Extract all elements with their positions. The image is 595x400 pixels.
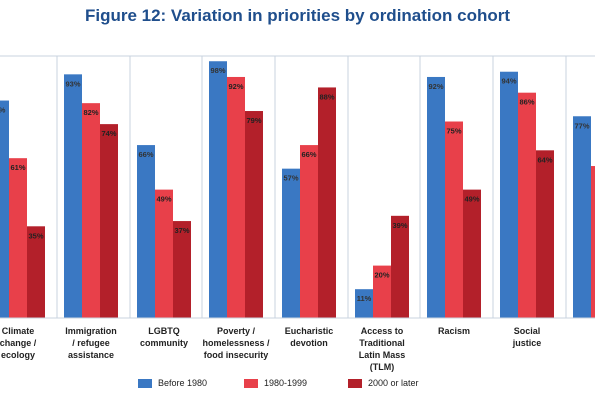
bar-1	[427, 76, 445, 319]
data-label: 75%	[446, 127, 461, 136]
data-label: 66%	[138, 150, 153, 159]
category-label: Latin Mass	[359, 350, 406, 360]
data-label: 94%	[501, 77, 516, 86]
legend-item-1980-1999: 1980-1999	[244, 378, 307, 388]
bar-1	[282, 168, 300, 318]
bar-2	[227, 76, 245, 319]
category-label: food insecurity	[204, 350, 269, 360]
bar-1	[0, 100, 9, 318]
legend-label: 2000 or later	[368, 378, 419, 388]
bar-1	[500, 71, 518, 318]
category-label: Poverty /	[217, 326, 256, 336]
category-label: Access to	[361, 326, 404, 336]
category-label: Social	[514, 326, 541, 336]
data-label: 82%	[83, 108, 98, 117]
category-label: ecology	[1, 350, 35, 360]
legend-swatch	[138, 378, 152, 388]
data-label: 37%	[174, 226, 189, 235]
bar-3	[27, 226, 45, 318]
data-label: 11%	[357, 294, 372, 303]
bar-1	[209, 61, 227, 319]
legend-item-2000-or-later: 2000 or later	[348, 378, 419, 388]
data-label: 64%	[537, 155, 552, 164]
data-label: 74%	[101, 129, 116, 138]
data-label: 61%	[10, 163, 25, 172]
data-label: 77%	[574, 121, 589, 130]
category-label: justice	[512, 338, 542, 348]
data-label: 93%	[65, 79, 80, 88]
data-label: 3%	[0, 106, 6, 115]
data-label: 20%	[374, 271, 389, 280]
category-label: devotion	[290, 338, 328, 348]
bar-2	[82, 103, 100, 318]
legend-swatch	[244, 378, 258, 388]
data-label: 92%	[228, 82, 243, 91]
legend-swatch	[348, 378, 362, 388]
category-label: Climate	[2, 326, 35, 336]
data-label: 35%	[28, 231, 43, 240]
category-label: Traditional	[359, 338, 405, 348]
bar-2	[9, 158, 27, 318]
category-label: Eucharistic	[285, 326, 334, 336]
data-label: 66%	[301, 150, 316, 159]
category-label: assistance	[68, 350, 114, 360]
data-label: 86%	[519, 98, 534, 107]
legend-item-before-1980: Before 1980	[138, 378, 207, 388]
category-label: homelessness /	[202, 338, 270, 348]
legend-label: 1980-1999	[264, 378, 308, 388]
bar-1	[573, 116, 591, 318]
data-label: 49%	[464, 195, 479, 204]
bar-2	[300, 145, 318, 318]
chart-title: Figure 12: Variation in priorities by or…	[84, 6, 511, 25]
bar-2	[373, 265, 391, 318]
category-label: community	[140, 338, 188, 348]
bar-2	[591, 166, 595, 318]
data-label: 92%	[428, 82, 443, 91]
data-label: 39%	[392, 221, 407, 230]
bar-2	[445, 121, 463, 318]
bar-3	[245, 111, 263, 319]
bar-2	[518, 92, 536, 319]
bar-1	[137, 145, 155, 318]
category-label: LGBTQ	[148, 326, 180, 336]
data-label: 88%	[319, 92, 334, 101]
category-label: / refugee	[72, 338, 110, 348]
category-label: Immigration	[65, 326, 117, 336]
bar-3	[536, 150, 554, 318]
bar-3	[318, 87, 336, 318]
bar-3	[100, 124, 118, 319]
bar-1	[355, 289, 373, 318]
bar-1	[64, 74, 82, 318]
category-label: change /	[0, 338, 37, 348]
data-label: 57%	[283, 174, 298, 183]
data-label: 49%	[156, 195, 171, 204]
legend-label: Before 1980	[158, 378, 208, 388]
category-label: (TLM)	[370, 362, 395, 372]
category-label: Racism	[438, 326, 470, 336]
bar-3	[463, 189, 481, 318]
bar-3	[391, 215, 409, 318]
data-label: 98%	[210, 66, 225, 75]
data-label: 79%	[246, 116, 261, 125]
bar-3	[173, 221, 191, 318]
bar-2	[155, 189, 173, 318]
